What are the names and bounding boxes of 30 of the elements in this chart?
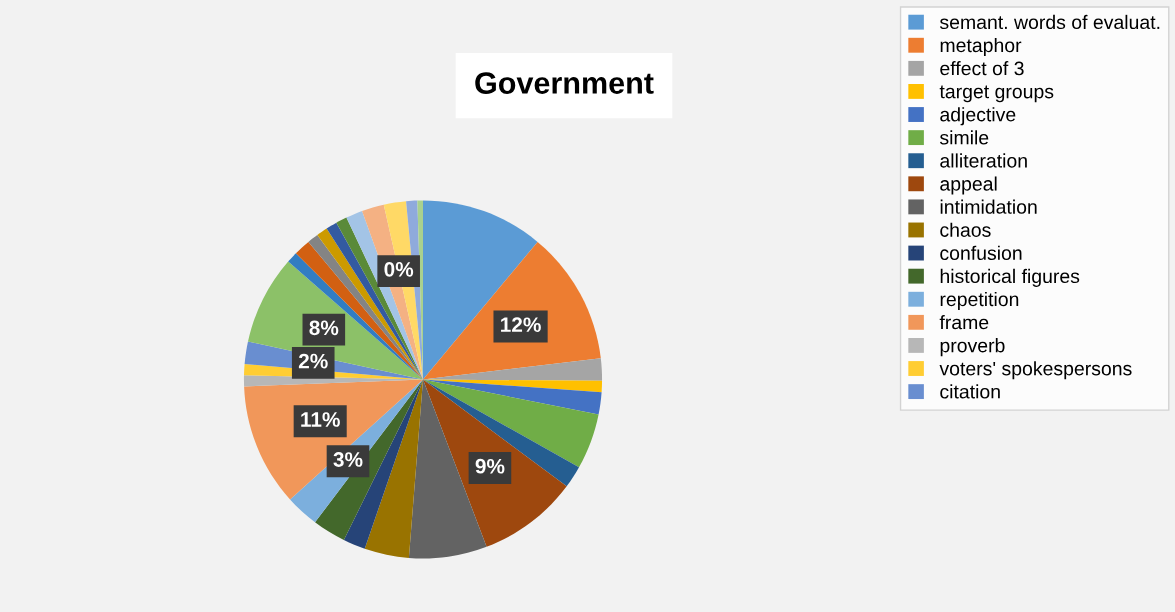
legend-label: adjective (940, 107, 1016, 126)
data-label: 3% (333, 452, 363, 467)
pie-slice (243, 375, 423, 387)
legend-label: effect of 3 (940, 61, 1024, 76)
pie-slice (364, 379, 423, 558)
legend-label: frame (939, 315, 989, 330)
pie-slice (423, 379, 579, 487)
data-label: 9% (475, 458, 505, 474)
text: 0% (384, 261, 414, 277)
text: Government (475, 72, 654, 94)
legend-label: appeal (940, 176, 997, 195)
legend-label: historical figures (940, 268, 1080, 287)
legend-label: proverb (940, 338, 1005, 357)
legend-label: chaos (940, 222, 991, 237)
legend-label: metaphor (940, 37, 1022, 57)
legend-label: repetition (940, 291, 1019, 311)
legend-label: confusion (940, 245, 1022, 261)
legend-label: target groups (939, 85, 1054, 103)
legend-label: citation (940, 384, 1000, 399)
pie-slice (423, 379, 603, 393)
legend-label: semant. words of evaluat. (939, 14, 1160, 30)
legend-label: simile (939, 130, 989, 145)
legend-label: voters' spokespersons (939, 361, 1132, 380)
legend-label: alliteration (940, 153, 1027, 168)
data-label: 12% (501, 317, 541, 333)
pie-slice (423, 379, 602, 415)
data-label: 11% (301, 412, 340, 427)
data-label: 2% (298, 353, 328, 369)
legend-label: intimidation (940, 199, 1037, 214)
data-label: 8% (309, 320, 339, 336)
